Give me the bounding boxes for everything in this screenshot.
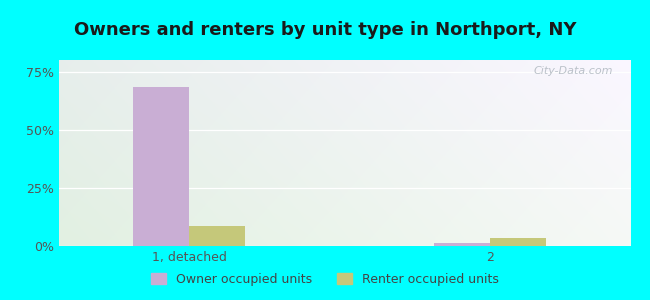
Text: City-Data.com: City-Data.com	[534, 66, 614, 76]
Bar	[189, 226, 245, 246]
Text: Owners and renters by unit type in Northport, NY: Owners and renters by unit type in North…	[73, 21, 577, 39]
Legend: Owner occupied units, Renter occupied units: Owner occupied units, Renter occupied un…	[146, 268, 504, 291]
Bar	[434, 242, 490, 246]
Bar	[490, 238, 546, 246]
Bar	[133, 87, 189, 246]
